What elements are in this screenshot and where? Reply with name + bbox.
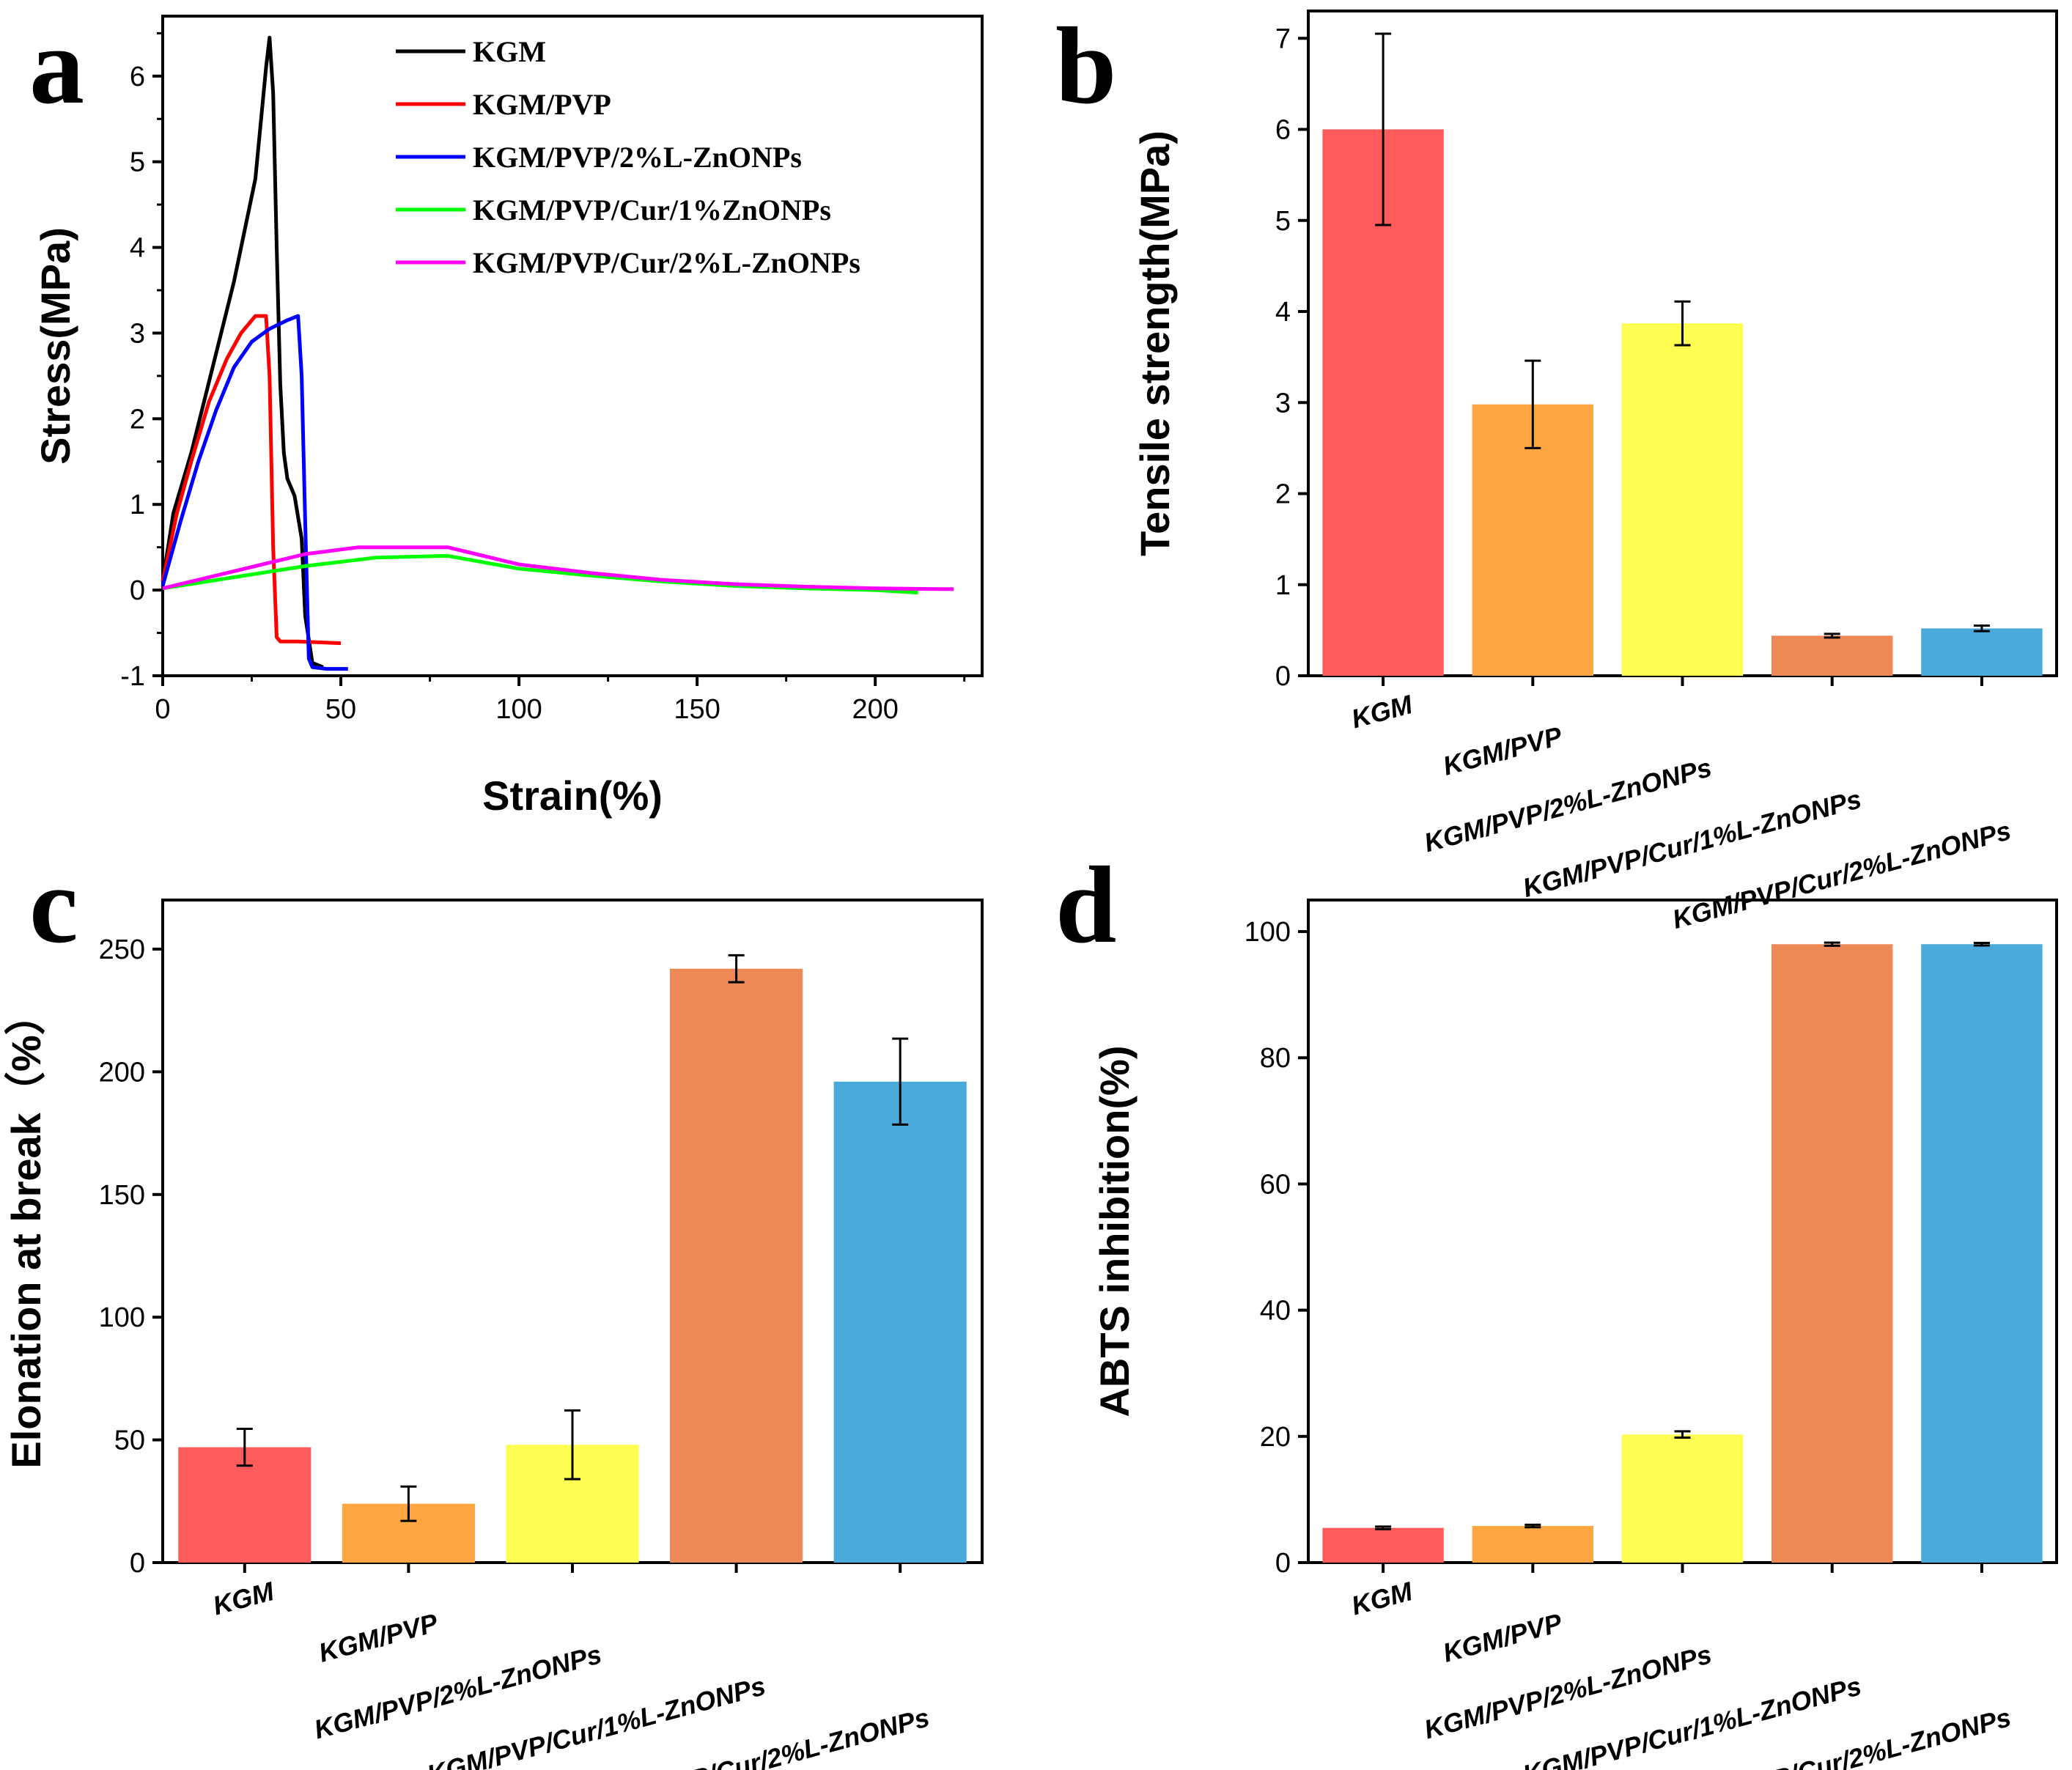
y-tick-label: 50 bbox=[114, 1426, 145, 1456]
bar-kgm-pvp bbox=[1472, 1526, 1594, 1563]
x-tick-label: 100 bbox=[495, 694, 542, 725]
y-tick-label: 0 bbox=[1275, 1548, 1291, 1579]
y-tick-label: 100 bbox=[99, 1302, 145, 1333]
series-line-kgm-pvp-cur-2-l-znonps bbox=[162, 545, 954, 591]
plot-frame bbox=[161, 15, 984, 677]
x-axis-label: Strain(%) bbox=[482, 772, 663, 819]
y-tick-label: 0 bbox=[1275, 661, 1291, 692]
bar-kgm-pvp-cur-1-l-znonps bbox=[1771, 944, 1893, 1563]
x-category-label: KGM/PVP bbox=[315, 1607, 441, 1668]
panel-a-stress-strain-chart: a -1 0 1 2 3 4 5 6 Stress(MPa) 0 50 100 150 200 Strain(… bbox=[29, 5, 984, 819]
y-tick-label: 1 bbox=[130, 490, 145, 520]
legend-label-kgm-pvp-cur-2-l-znonps: KGM/PVP/Cur/2%L-ZnONPs bbox=[473, 246, 860, 279]
y-tick-label: 1 bbox=[1275, 570, 1291, 601]
y-tick-label: 3 bbox=[130, 318, 145, 349]
y-tick-label: 40 bbox=[1260, 1296, 1291, 1327]
x-category-label: KGM bbox=[210, 1576, 278, 1621]
y-tick-label: 5 bbox=[130, 147, 145, 178]
legend-label-kgm-pvp: KGM/PVP bbox=[473, 88, 611, 121]
series-line-kgm-pvp-2-l-znonps bbox=[161, 314, 348, 671]
bar-kgm-pvp-2-l-znonps bbox=[1621, 1434, 1744, 1563]
y-tick-label: 4 bbox=[130, 233, 145, 264]
panel-label-a: a bbox=[29, 5, 84, 127]
bar-kgm-pvp bbox=[1472, 404, 1594, 676]
bar-kgm-pvp-2-l-znonps bbox=[1621, 323, 1744, 676]
legend-label-kgm: KGM bbox=[473, 35, 546, 68]
y-tick-label: 20 bbox=[1260, 1422, 1291, 1453]
y-axis-label: Tensile strength(MPa) bbox=[1132, 130, 1178, 556]
x-tick-label: 150 bbox=[674, 694, 720, 725]
bar-kgm-pvp-cur-2-l-znonps bbox=[833, 1081, 967, 1563]
x-category-label: KGM bbox=[1348, 689, 1416, 734]
y-axis-label: ABTS inhibition(%) bbox=[1091, 1045, 1138, 1417]
panel-label-b: b bbox=[1055, 5, 1116, 127]
y-tick-label: 7 bbox=[1275, 23, 1291, 54]
bar-kgm-pvp-cur-2-l-znonps bbox=[1921, 628, 2043, 676]
y-tick-label: 250 bbox=[99, 934, 145, 965]
y-tick-label: 150 bbox=[99, 1180, 145, 1211]
x-tick-label: 0 bbox=[155, 694, 170, 725]
x-tick-label: 200 bbox=[852, 694, 898, 725]
panel-label-c: c bbox=[29, 844, 78, 966]
y-tick-label: -1 bbox=[120, 661, 145, 692]
y-tick-label: 0 bbox=[130, 575, 145, 606]
x-category-label: KGM/PVP bbox=[1439, 1607, 1566, 1668]
y-tick-label: 2 bbox=[130, 404, 145, 435]
bar-kgm-pvp-cur-1-l-znonps bbox=[1771, 635, 1893, 676]
y-tick-label: 6 bbox=[1275, 115, 1291, 146]
panel-label-d: d bbox=[1055, 844, 1116, 966]
x-category-label: KGM/PVP bbox=[1439, 720, 1566, 781]
bar-kgm bbox=[1322, 1527, 1444, 1563]
y-axis-label: Elonation at break（%） bbox=[3, 994, 49, 1468]
bar-kgm-pvp-cur-1-l-znonps bbox=[670, 968, 803, 1563]
series-line-kgm bbox=[161, 35, 324, 669]
y-axis-label: Stress(MPa) bbox=[32, 227, 78, 465]
y-tick-label: 200 bbox=[99, 1057, 145, 1088]
x-category-label: KGM bbox=[1348, 1576, 1416, 1621]
panel-b-tensile-strength-chart: b 0 1 2 3 4 5 6 7 Tensile strength(MPa) KGM KGM/PVP… bbox=[1055, 5, 2058, 934]
y-tick-label: 6 bbox=[130, 62, 145, 92]
series-line-kgm-pvp bbox=[161, 314, 342, 646]
y-tick-label: 2 bbox=[1275, 479, 1291, 510]
y-tick-label: 0 bbox=[130, 1548, 145, 1579]
legend-label-kgm-pvp-cur-1-znonps: KGM/PVP/Cur/1%ZnONPs bbox=[473, 193, 831, 226]
panel-c-elongation-chart: c 0 50 100 150 200 250 Elonation at break（%） KGM… bbox=[3, 844, 984, 1770]
panel-d-abts-inhibition-chart: d 0 20 40 60 80 100 ABTS inhibition(%) KGM KGM/PV… bbox=[1055, 844, 2058, 1770]
y-tick-label: 80 bbox=[1260, 1043, 1291, 1074]
y-tick-label: 60 bbox=[1260, 1169, 1291, 1200]
legend-label-kgm-pvp-2-l-znonps: KGM/PVP/2%L-ZnONPs bbox=[473, 141, 802, 174]
y-tick-label: 4 bbox=[1275, 297, 1291, 328]
bar-kgm-pvp-cur-2-l-znonps bbox=[1921, 944, 2043, 1563]
x-tick-label: 50 bbox=[325, 694, 356, 725]
y-tick-label: 3 bbox=[1275, 388, 1291, 418]
y-tick-label: 5 bbox=[1275, 206, 1291, 237]
y-tick-label: 100 bbox=[1245, 917, 1291, 948]
